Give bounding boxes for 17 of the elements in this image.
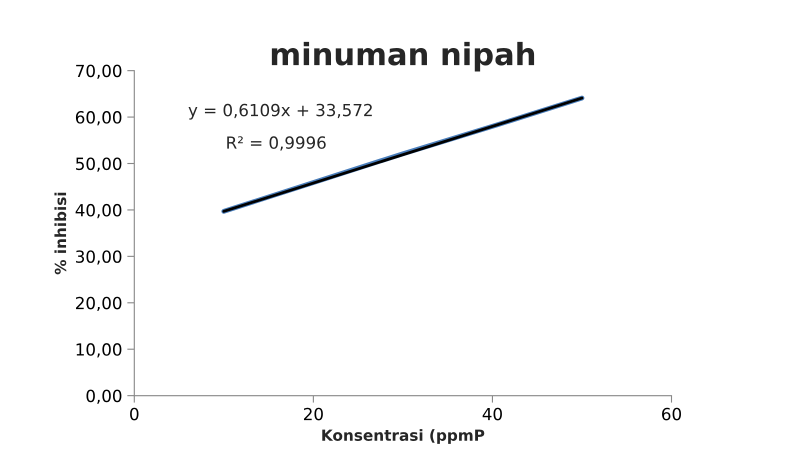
- x-tick-label: 0: [130, 408, 138, 420]
- x-tick-label: 40: [482, 408, 502, 420]
- x-axis-title: Konsentrasi (ppmP: [322, 429, 484, 444]
- y-tick-label: 30,00: [76, 250, 122, 265]
- y-axis-title: % inhibisi: [54, 192, 66, 274]
- y-tick-label: 20,00: [76, 296, 122, 312]
- annotation: R² = 0,9996: [227, 136, 326, 151]
- x-tick-label: 60: [662, 408, 681, 420]
- y-tick-label: 50,00: [76, 157, 122, 172]
- y-tick-label: 70,00: [76, 64, 122, 79]
- x-tick-label: 20: [304, 408, 323, 420]
- chart-title: minuman nipah: [272, 42, 534, 72]
- y-tick-label: 0,00: [86, 390, 122, 404]
- annotation: y = 0,6109x + 33,572: [188, 104, 372, 120]
- y-tick-label: 60,00: [76, 111, 122, 126]
- y-tick-label: 40,00: [76, 204, 122, 218]
- y-tick-label: 10,00: [76, 343, 122, 358]
